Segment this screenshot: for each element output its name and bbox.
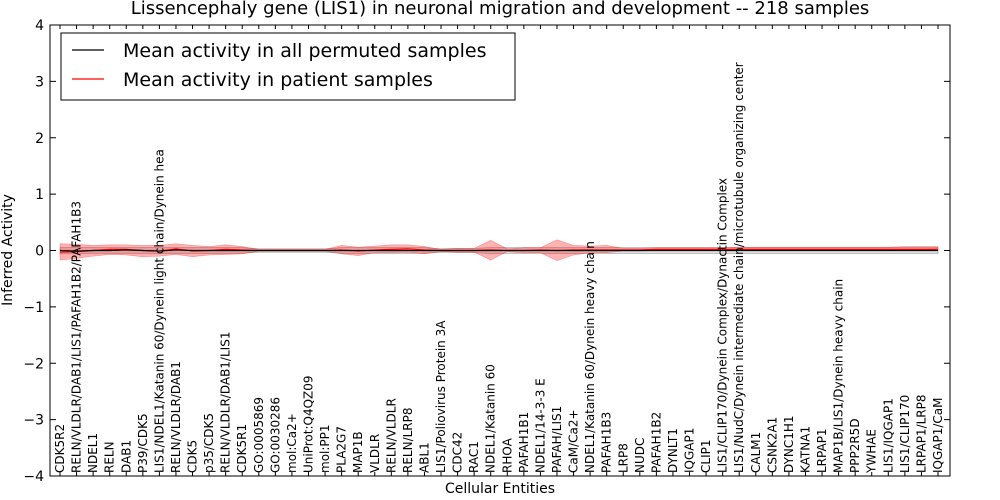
category-label: CDK5R2 (53, 424, 67, 473)
category-label: PPP2R5D (848, 418, 862, 473)
category-label: NUDC (633, 438, 647, 473)
legend: Mean activity in all permuted samples Me… (60, 32, 516, 101)
y-tick-label: −3 (23, 413, 44, 429)
category-label: RELN/VLDLR/DAB1/LIS1 (219, 332, 233, 473)
series-lines (59, 248, 938, 253)
category-label: PLA2G7 (335, 426, 349, 473)
category-label: PAFAH/LIS1 (550, 406, 564, 473)
category-label: CDK5R1 (235, 424, 249, 473)
category-label: P39/CDK5 (136, 413, 150, 473)
category-labels: CDK5R2 RELN/VLDLR/DAB1/LIS1/PAFAH1B2/PAFA… (53, 62, 945, 474)
category-label: PAFAH1B1 (517, 412, 531, 473)
y-tick-label: −2 (23, 356, 44, 372)
category-label: RELN/LRP8 (401, 407, 415, 473)
y-tick-label: 1 (35, 187, 44, 203)
category-label: LIS1/CLIP170/Dynein Complex/Dynactin Com… (716, 178, 730, 473)
y-axis-ticks: 4 3 2 1 0 −1 −2 −3 −4 (23, 18, 950, 485)
category-label: UniProt:Q4QZ09 (301, 375, 315, 473)
category-label: MAP1B/LIS1/Dynein heavy chain (832, 279, 846, 473)
category-label: LRPAP1 (815, 428, 829, 473)
category-label: RELN/VLDLR (384, 398, 398, 473)
category-label: VLDLR (368, 434, 382, 473)
legend-label-patient: Mean activity in patient samples (123, 69, 433, 91)
category-label: DYNLT1 (666, 428, 680, 473)
plot-frame (49, 24, 951, 477)
category-label: YWHAE (865, 429, 879, 474)
category-label: CDC42 (451, 432, 465, 473)
category-label: RAC1 (467, 441, 481, 473)
category-label: LIS1/IQGAP1 (881, 398, 895, 473)
category-label: LRPAP1/LRP8 (914, 394, 928, 473)
category-label: mol:Ca2+ (285, 413, 299, 473)
category-label: RELN (103, 441, 117, 473)
y-tick-label: 4 (35, 18, 44, 34)
category-label: RELN/VLDLR/DAB1 (169, 361, 183, 473)
category-label: GO:0005869 (252, 397, 266, 473)
category-label: NDEL1/14-3-3 E (533, 378, 547, 473)
category-label: CDK5 (186, 440, 200, 473)
chart-title: Lissencephaly gene (LIS1) in neuronal mi… (131, 0, 870, 19)
category-label: LRP8 (616, 443, 630, 473)
category-label: CLIP1 (699, 440, 713, 473)
category-label: PAFAH1B3 (600, 412, 614, 473)
category-label: CSNK2A1 (765, 417, 779, 473)
category-label: LIS1/NDEL1/Katanin 60/Dynein light chain… (152, 149, 166, 473)
legend-box (60, 32, 516, 101)
y-tick-label: 3 (35, 74, 44, 90)
category-label: LIS1/CLIP170 (898, 395, 912, 473)
category-label: KATNA1 (798, 426, 812, 473)
category-label: IQGAP1 (683, 428, 697, 473)
y-tick-label: −4 (23, 469, 44, 485)
category-label: NDEL1 (86, 433, 100, 473)
category-label: mol:PP1 (318, 424, 332, 473)
category-label: p35/CDK5 (202, 413, 216, 473)
category-label: LIS1/NudC/Dynein intermediate chain/micr… (732, 62, 746, 473)
y-tick-label: 2 (35, 131, 44, 147)
legend-label-permuted: Mean activity in all permuted samples (123, 40, 486, 62)
line-permuted (59, 249, 938, 252)
category-label: DYNC1H1 (782, 415, 796, 473)
category-label: GO:0030286 (268, 397, 282, 473)
category-label: LIS1/Poliovirus Protein 3A (434, 320, 448, 473)
y-tick-label: −1 (23, 300, 44, 316)
y-tick-label: 0 (35, 244, 44, 260)
x-axis-label: Cellular Entities (445, 481, 555, 497)
category-label: RELN/VLDLR/DAB1/LIS1/PAFAH1B2/PAFAH1B3 (70, 201, 84, 473)
x-axis-ticks (59, 25, 939, 476)
category-label: CALM1 (749, 432, 763, 473)
category-label: RHOA (500, 437, 514, 473)
category-label: DAB1 (119, 440, 133, 473)
y-axis-label: Inferred Activity (0, 194, 16, 306)
category-label: NDEL1/Katanin 60/Dynein heavy chain (583, 241, 597, 473)
category-label: ABL1 (417, 442, 431, 473)
category-label: MAP1B (351, 431, 365, 473)
category-label: IQGAP1/CaM (931, 398, 945, 474)
category-label: CaM/Ca2+ (567, 409, 581, 473)
category-label: NDEL1/Katanin 60 (484, 364, 498, 473)
category-label: PAFAH1B2 (649, 412, 663, 473)
